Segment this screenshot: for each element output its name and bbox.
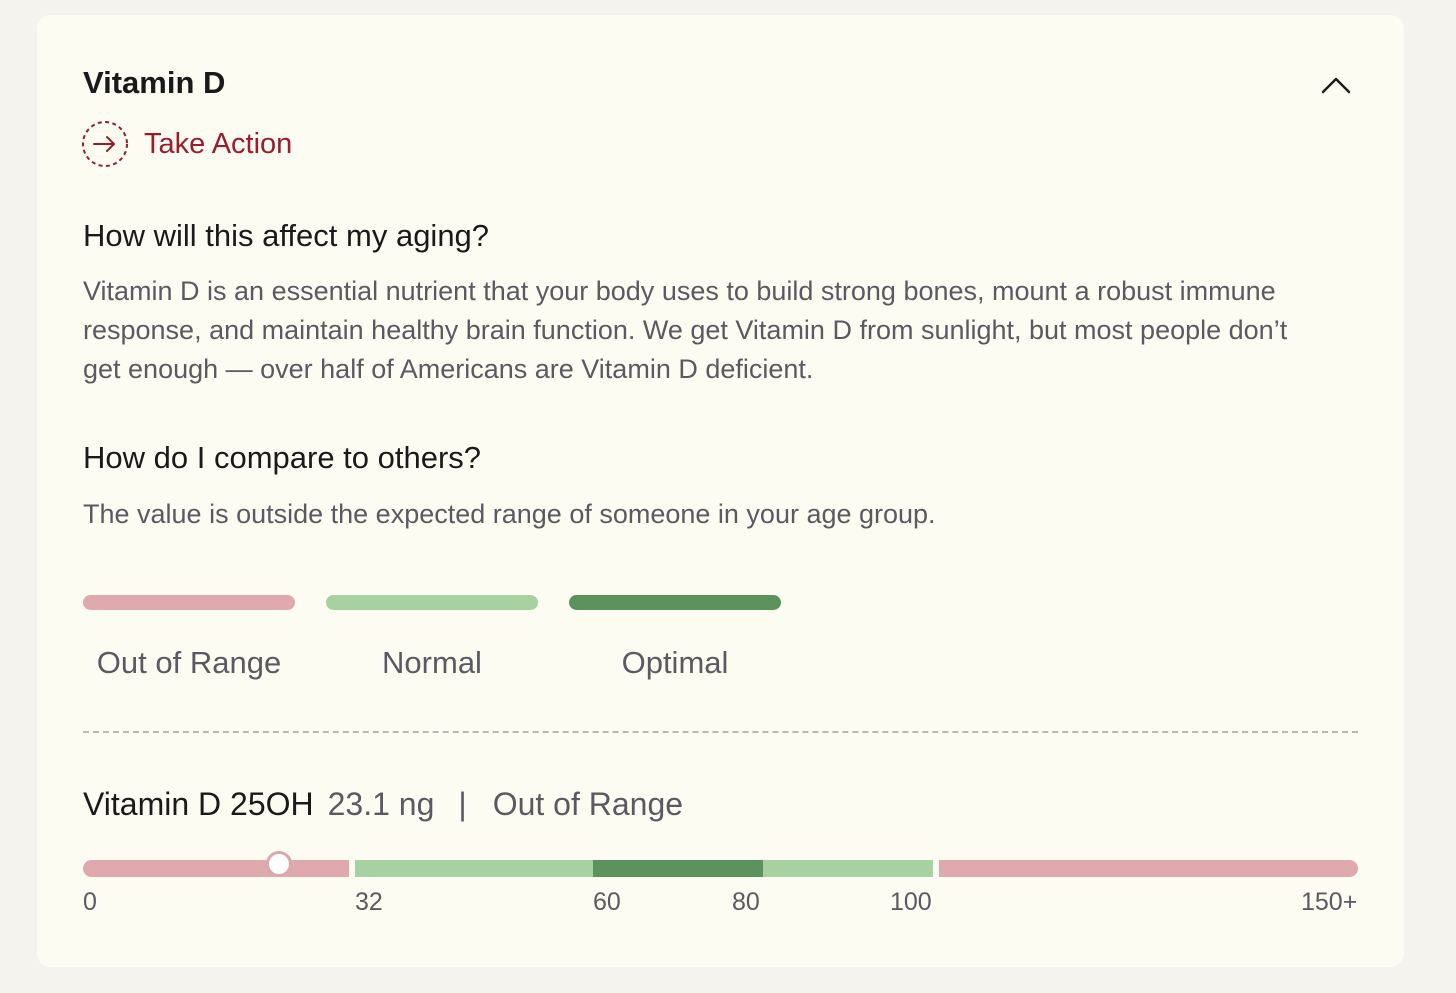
- aging-heading: How will this affect my aging?: [83, 218, 490, 253]
- biomarker-name: Vitamin D 25OH: [83, 786, 314, 822]
- take-action-label: Take Action: [144, 127, 293, 160]
- collapse-button[interactable]: [1313, 67, 1359, 103]
- result-summary: Vitamin D 25OH 23.1 ng | Out of Range: [83, 783, 683, 825]
- scale-segment-high-out-of-range: [939, 860, 1358, 877]
- scale-segment-normal-low: [355, 860, 593, 877]
- scale-tick-label: 80: [732, 888, 760, 916]
- chevron-up-icon: [1321, 77, 1351, 94]
- compare-description: The value is outside the expected range …: [83, 499, 936, 529]
- result-separator: |: [458, 786, 467, 822]
- scale-segment-normal-high: [763, 860, 933, 877]
- legend-label-normal: Normal: [382, 645, 482, 680]
- biomarker-value: 23.1 ng: [327, 786, 435, 822]
- compare-heading: How do I compare to others?: [83, 440, 482, 475]
- dashed-divider: [83, 731, 1358, 733]
- scale-tick-label: 100: [890, 888, 932, 916]
- legend-label-optimal: Optimal: [621, 645, 729, 680]
- legend-label-out-of-range: Out of Range: [96, 645, 282, 680]
- scale-tick-label: 0: [83, 888, 97, 916]
- value-marker[interactable]: [266, 851, 292, 877]
- legend-swatch-optimal: [569, 595, 781, 610]
- biomarker-status: Out of Range: [492, 786, 684, 822]
- scale-segment-low-out-of-range: [83, 860, 349, 877]
- legend-swatch-out-of-range: [83, 595, 295, 610]
- arrow-right-circle-icon: [82, 121, 128, 167]
- scale-tick-label: 60: [593, 888, 621, 916]
- scale-tick-label: 150+: [1301, 888, 1358, 916]
- vitamin-d-card: Vitamin D Take Action How will this affe…: [37, 15, 1404, 967]
- legend-swatch-normal: [326, 595, 538, 610]
- take-action-link[interactable]: Take Action: [81, 119, 292, 169]
- card-title: Vitamin D: [83, 65, 226, 100]
- scale-tick-label: 32: [355, 888, 383, 916]
- scale-segment-optimal: [593, 860, 763, 877]
- aging-description: Vitamin D is an essential nutrient that …: [83, 276, 1288, 384]
